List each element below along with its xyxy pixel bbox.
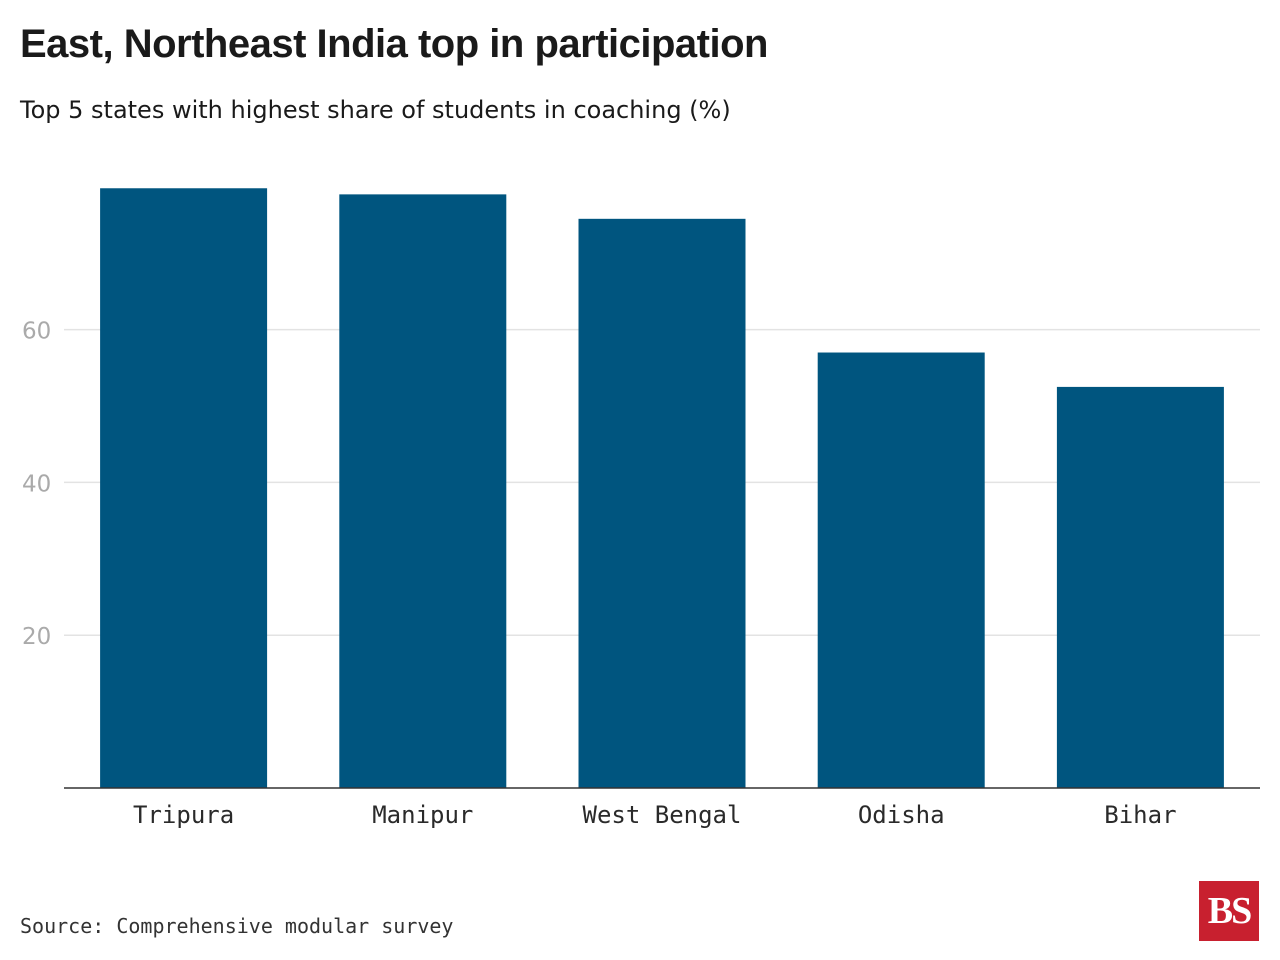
- bar-tripura: [100, 188, 268, 788]
- chart-title: East, Northeast India top in participati…: [20, 22, 768, 66]
- source-note: Source: Comprehensive modular survey: [20, 914, 454, 938]
- bar-odisha: [817, 352, 985, 788]
- bars: [100, 188, 1224, 788]
- x-tick-label-odisha: Odisha: [858, 801, 945, 829]
- y-axis-ticks: 20 40 60: [22, 319, 51, 651]
- x-tick-label-tripura: Tripura: [133, 801, 234, 829]
- y-tick-label-20: 20: [22, 624, 51, 650]
- publisher-logo: BS: [1199, 881, 1259, 941]
- x-axis-ticks: Tripura Manipur West Bengal Odisha Bihar: [133, 801, 1177, 829]
- y-tick-label-40: 40: [22, 471, 51, 497]
- x-tick-label-manipur: Manipur: [372, 801, 473, 829]
- logo-text: BS: [1207, 890, 1253, 932]
- x-tick-label-bihar: Bihar: [1104, 801, 1176, 829]
- bar-bihar: [1056, 386, 1224, 788]
- bar-manipur: [339, 194, 507, 788]
- chart-subtitle: Top 5 states with highest share of stude…: [20, 96, 731, 124]
- x-tick-label-west-bengal: West Bengal: [583, 801, 742, 829]
- y-tick-label-60: 60: [22, 319, 51, 345]
- bar-west-bengal: [578, 218, 746, 788]
